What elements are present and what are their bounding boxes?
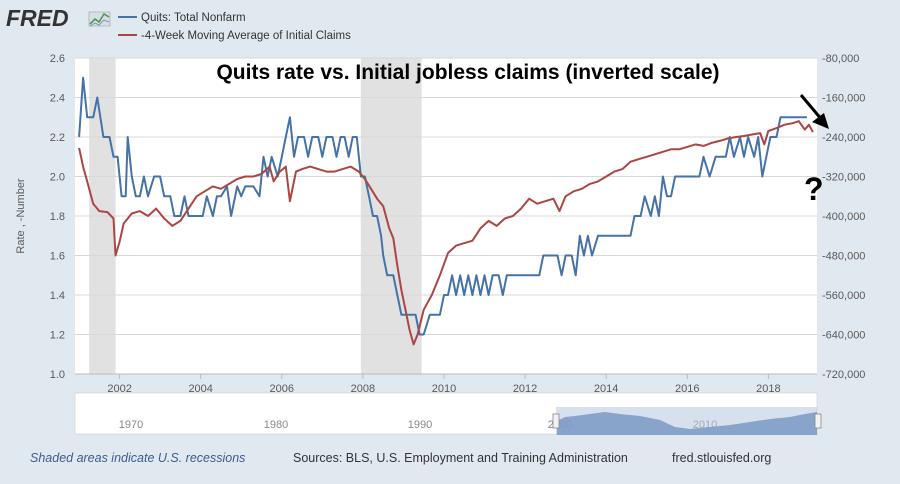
x-tick-label: 2004: [188, 383, 212, 395]
right-tick-label: -80,000: [822, 53, 859, 65]
right-tick-label: -640,000: [822, 330, 865, 342]
arrow-down-right-icon: [799, 94, 829, 129]
navigator-handle-left[interactable]: [552, 413, 560, 429]
left-tick-label: 1.8: [50, 211, 65, 223]
right-tick-label: -480,000: [822, 251, 865, 263]
site-link[interactable]: fred.stlouisfed.org: [672, 451, 771, 465]
x-tick-label: 2012: [513, 383, 537, 395]
left-tick-label: 1.6: [50, 251, 65, 263]
right-axis: -720,000 -640,000 -560,000 -480,000 -400,000…: [822, 53, 865, 381]
right-tick-label: -240,000: [822, 132, 865, 144]
right-tick-label: -160,000: [822, 93, 865, 105]
right-tick-label: -320,000: [822, 172, 865, 184]
left-tick-label: 2.6: [50, 53, 65, 65]
legend-label-quits: Quits: Total Nonfarm: [141, 12, 246, 24]
question-mark-annotation: ?: [804, 171, 824, 207]
x-tick-label: 2006: [270, 383, 294, 395]
legend-item-quits[interactable]: Quits: Total Nonfarm: [118, 12, 246, 24]
series-line-quits: [78, 76, 807, 336]
range-navigator[interactable]: 19701980199020002010: [74, 392, 822, 435]
navigator-area-series: [557, 412, 817, 435]
series-layer: [78, 76, 814, 346]
navigator-year-label: 1980: [264, 419, 288, 431]
navigator-year-label: 1970: [119, 419, 143, 431]
right-tick-label: -400,000: [822, 211, 865, 223]
x-tick-label: 2014: [594, 383, 618, 395]
right-tick-label: -560,000: [822, 290, 865, 302]
legend: Quits: Total Nonfarm -4-Week Moving Aver…: [118, 12, 351, 42]
x-tick-label: 2002: [107, 383, 131, 395]
series-line-claims: [78, 120, 814, 346]
recession-note: Shaded areas indicate U.S. recessions: [30, 451, 245, 465]
left-axis: 1.0 1.2 1.4 1.6 1.8 2.0 2.2 2.4 2.6: [50, 53, 65, 381]
fred-logo-text: FRED: [6, 5, 69, 31]
navigator-handle-right[interactable]: [814, 413, 822, 429]
sources-text: Sources: BLS, U.S. Employment and Traini…: [293, 451, 628, 465]
x-tick-label: 2010: [432, 383, 456, 395]
fred-logo[interactable]: FRED: [6, 5, 111, 31]
right-tick-label: -720,000: [822, 369, 865, 381]
line-chart-icon: [88, 11, 111, 27]
legend-item-claims[interactable]: -4-Week Moving Average of Initial Claims: [118, 30, 351, 42]
left-tick-label: 2.0: [50, 172, 65, 184]
chart-title: Quits rate vs. Initial jobless claims (i…: [216, 61, 719, 84]
left-tick-label: 1.4: [50, 290, 65, 302]
x-axis: 2002 2004 2006 2008 2010 2012 2014 2016 2018: [75, 373, 817, 395]
legend-label-claims: -4-Week Moving Average of Initial Claims: [141, 30, 351, 42]
left-tick-label: 2.4: [50, 93, 65, 105]
left-tick-label: 2.2: [50, 132, 65, 144]
left-tick-label: 1.2: [50, 330, 65, 342]
x-tick-label: 2016: [675, 383, 699, 395]
navigator-year-label: 1990: [408, 419, 432, 431]
x-tick-label: 2008: [351, 383, 375, 395]
left-tick-label: 1.0: [50, 369, 65, 381]
x-tick-label: 2018: [756, 383, 780, 395]
left-axis-title: Rate , -Number: [15, 178, 27, 254]
